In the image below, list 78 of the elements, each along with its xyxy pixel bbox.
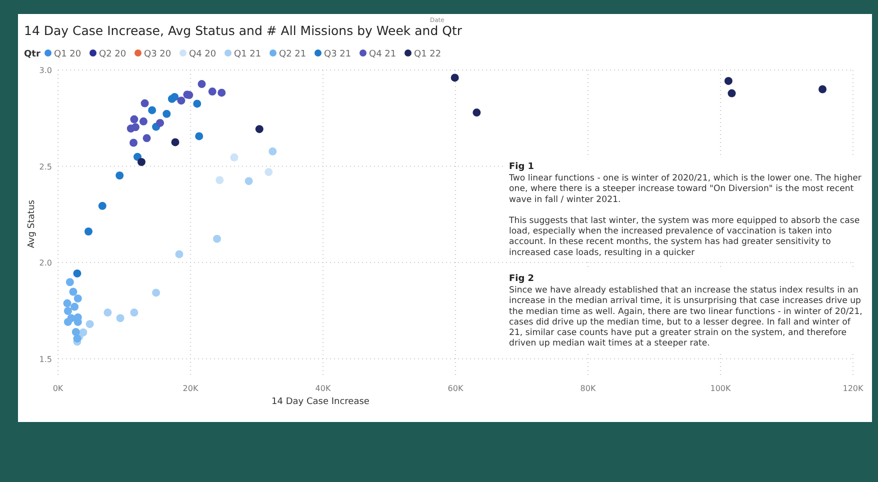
annotation: Two linear functions - one is winter of 2020/21, which is the lower one. The higher one, where there is a steeper increase toward "On Diversion" is the most recent wave in fall / winter 2021. <box>508 174 862 205</box>
point <box>728 89 736 98</box>
point <box>255 125 264 134</box>
legend-label: Q4 21 <box>369 50 396 60</box>
point <box>142 134 151 142</box>
x-tick-label: 120K <box>842 384 864 393</box>
y-tick-label: 2.5 <box>39 162 52 172</box>
point <box>69 288 78 296</box>
point <box>130 138 138 147</box>
legend-label: Q3 20 <box>144 50 172 60</box>
x-tick-label: 0K <box>52 384 64 393</box>
legend-label: Q1 22 <box>414 50 442 60</box>
chart-title: 14 Day Case Increase, Avg Status and # All Missions by Week and Qtr <box>24 23 463 38</box>
point <box>152 288 160 297</box>
legend-label: Q4 20 <box>189 50 216 60</box>
point <box>177 96 186 105</box>
annotation: Fig 2 <box>509 274 534 284</box>
legend-label: Q1 21 <box>234 50 262 60</box>
point <box>64 307 72 316</box>
point <box>70 302 79 311</box>
point <box>216 176 224 184</box>
point <box>208 88 216 96</box>
point <box>84 228 92 236</box>
y-tick-label: 2.0 <box>39 258 52 268</box>
point <box>139 117 148 126</box>
point <box>264 168 273 176</box>
point <box>130 115 138 124</box>
point <box>198 80 206 88</box>
y-tick-label: 1.5 <box>39 354 52 364</box>
point <box>116 171 124 180</box>
point <box>116 314 124 322</box>
legend-label: Q2 20 <box>99 50 126 60</box>
point <box>175 250 184 258</box>
point <box>140 99 149 108</box>
annotation: Fig 1 <box>509 162 534 172</box>
point <box>74 294 82 302</box>
point <box>137 158 146 166</box>
point <box>98 202 106 210</box>
x-tick-label: 40K <box>315 384 332 393</box>
point <box>171 138 180 146</box>
legend-title: Qtr <box>24 50 41 60</box>
point <box>104 308 112 317</box>
x-tick-label: 20K <box>182 384 199 393</box>
point <box>132 123 140 132</box>
point <box>72 328 80 336</box>
point <box>450 74 459 82</box>
x-tick-label: 80K <box>580 384 596 393</box>
x-tick-label: 60K <box>448 384 464 393</box>
x-axis-title: 14 Day Case Increase <box>272 397 370 407</box>
point <box>134 152 142 161</box>
point <box>818 85 827 94</box>
point <box>148 106 156 114</box>
point <box>130 308 138 317</box>
point <box>268 147 277 156</box>
point <box>66 278 74 286</box>
point <box>63 299 72 308</box>
annotation: Since we have already established that an increase the status index results in an increase in the median arrival time, it is unsurprising that case increases drive up the median time as well. Again, there are two linear functions - in winter of 20/21, cases did drive up the median time, but to a lesser degree. In fall and winter of 21, similar case counts have put a greater strain on the system, and therefore driven up median wait times at a steeper rate. <box>509 286 862 349</box>
point <box>195 132 204 140</box>
x-tick-label: 100K <box>710 384 732 393</box>
point <box>170 92 179 101</box>
annotation: This suggests that last winter, the system was more equipped to absorb the case load, especially when the increased prevalence of vaccination is taken into account. In these recent months, the system has had greater sensitivity to increased case loads, resulting in a quicker <box>508 216 860 258</box>
point <box>472 108 481 117</box>
y-tick-label: 3.0 <box>39 66 52 75</box>
legend-label: Q1 20 <box>54 50 82 60</box>
point <box>86 320 94 328</box>
point <box>73 269 82 278</box>
point <box>724 76 732 85</box>
legend-label: Q3 21 <box>324 50 352 60</box>
point <box>230 153 238 162</box>
point <box>64 318 72 326</box>
y-axis-title: Avg Status <box>27 200 37 248</box>
point <box>193 100 202 108</box>
point <box>156 118 164 127</box>
point <box>213 234 221 243</box>
point <box>162 110 171 118</box>
point <box>218 88 226 97</box>
legend-label: Q2 21 <box>279 50 306 60</box>
point <box>244 177 253 186</box>
